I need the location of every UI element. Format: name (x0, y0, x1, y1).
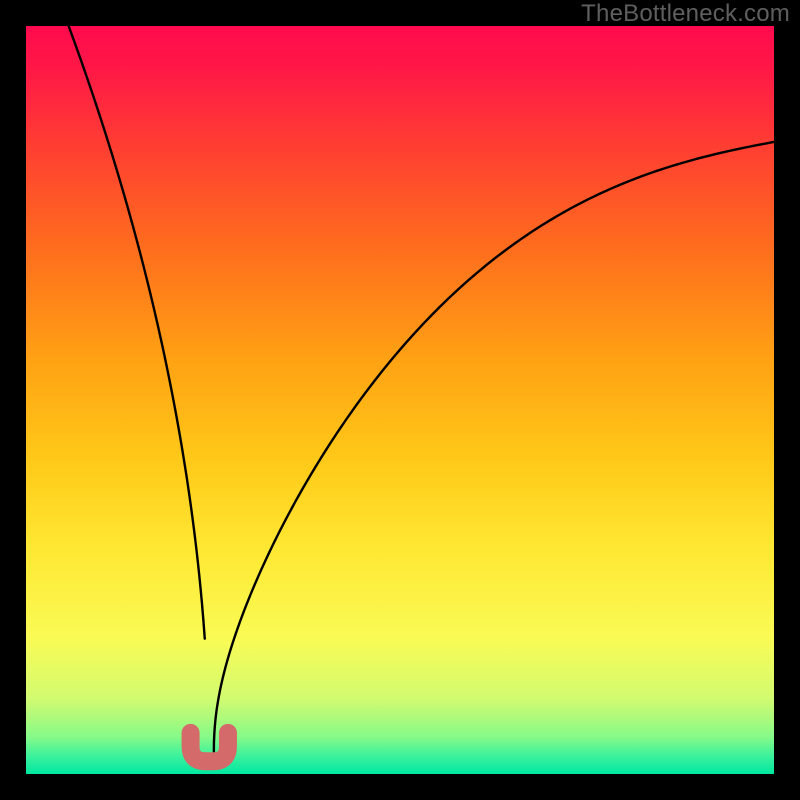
gradient-background (26, 26, 774, 774)
chart-svg (0, 0, 800, 800)
watermark-text: TheBottleneck.com (581, 0, 790, 28)
figure-root: TheBottleneck.com (0, 0, 800, 800)
